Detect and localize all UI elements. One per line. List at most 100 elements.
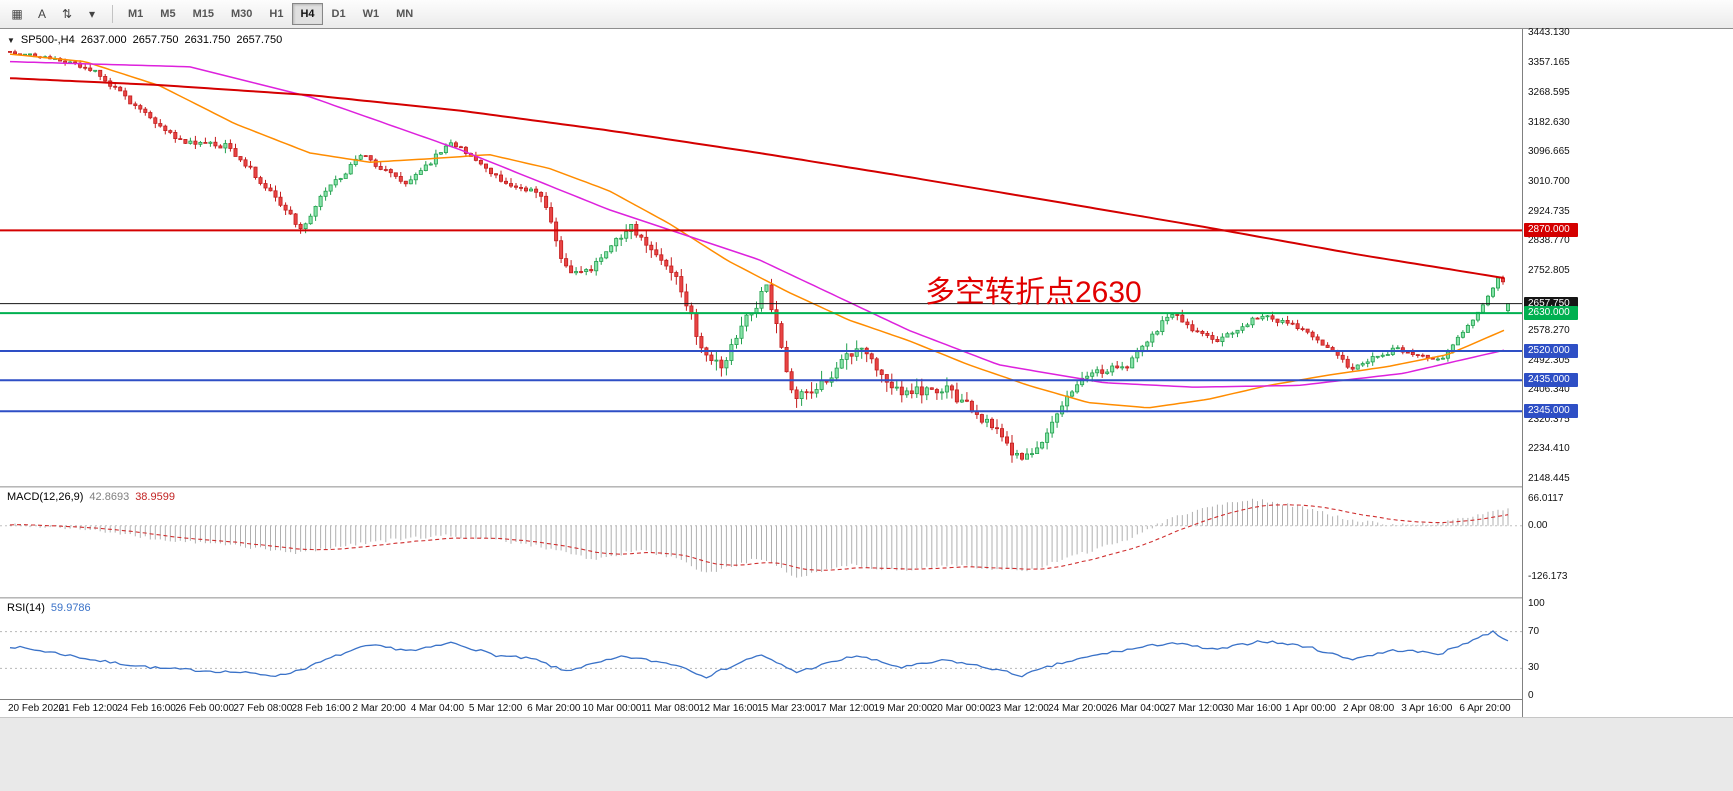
ohlc-low: 2631.750: [184, 34, 231, 46]
text-label-tool-icon[interactable]: A: [30, 3, 54, 25]
ohlc-open: 2637.000: [80, 34, 127, 46]
price-tick-label: 2234.410: [1528, 443, 1570, 455]
rsi-tick-label: 70: [1528, 625, 1540, 637]
pane-divider[interactable]: [0, 597, 1522, 599]
time-tick-label: 12 Mar 16:00: [698, 703, 758, 714]
scroll-shift-tool-icon[interactable]: ⇅: [55, 3, 79, 25]
price-tick-label: 2492.305: [1528, 354, 1570, 366]
time-tick-label: 6 Apr 20:00: [1459, 703, 1511, 714]
price-tick-label: 3096.665: [1528, 146, 1570, 158]
macd-signal-line: [9, 504, 1509, 571]
time-tick-label: 3 Apr 16:00: [1401, 703, 1453, 714]
price-tick-label: 3443.130: [1528, 27, 1570, 38]
toolbar-separator: [112, 5, 113, 23]
time-tick-label: 2 Mar 20:00: [352, 703, 406, 714]
time-tick-label: 5 Mar 12:00: [468, 703, 523, 714]
ohlc-close: 2657.750: [236, 34, 283, 46]
price-tick-label: 3010.700: [1528, 175, 1570, 187]
timeframe-button-m5[interactable]: M5: [152, 3, 183, 25]
price-tick-label: 2838.770: [1528, 235, 1570, 247]
timeframe-button-m30[interactable]: M30: [223, 3, 260, 25]
time-tick-label: 15 Mar 23:00: [757, 703, 817, 714]
bottom-filler: [0, 717, 1733, 791]
timeframe-button-h4[interactable]: H4: [292, 3, 323, 25]
time-tick-label: 17 Mar 12:00: [815, 703, 875, 714]
price-tick-label: 2148.445: [1528, 473, 1570, 484]
rsi-name: RSI(14): [7, 602, 45, 614]
timeframe-button-d1[interactable]: D1: [324, 3, 354, 25]
time-tick-label: 19 Mar 20:00: [873, 703, 933, 714]
toolbar-tools: ▦ A ⇅ ▾: [5, 3, 105, 25]
ma-mid-magenta-line: [9, 60, 1505, 388]
rsi-tick-label: 100: [1528, 598, 1545, 609]
price-badge: 2435.000: [1524, 373, 1578, 388]
timeframe-button-mn[interactable]: MN: [388, 3, 421, 25]
time-tick-label: 1 Apr 00:00: [1284, 703, 1336, 714]
time-tick-label: 24 Mar 20:00: [1048, 703, 1108, 714]
tools-dropdown-icon[interactable]: ▾: [80, 3, 104, 25]
time-axis[interactable]: 20 Feb 2020 21 Feb 12:00 24 Feb 16:00 26 Fe…: [0, 699, 1522, 717]
macd-title: MACD(12,26,9) 42.8693 38.9599: [7, 491, 175, 503]
timeframe-button-m1[interactable]: M1: [120, 3, 151, 25]
price-badge: 2870.000: [1524, 223, 1578, 238]
price-tick-label: 2924.735: [1528, 205, 1570, 217]
symbol-period-label: SP500-,H4: [20, 34, 75, 46]
time-tick-label: 26 Mar 04:00: [1106, 703, 1166, 714]
time-tick-label: 20 Feb 2020: [8, 703, 65, 714]
macd-tick-label: 66.0117: [1528, 492, 1564, 504]
price-tick-label: 2406.340: [1528, 384, 1570, 396]
timeframe-group: M1 M5 M15 M30 H1 H4 D1 W1 MN: [120, 3, 422, 25]
price-axis[interactable]: 3443.130 3357.165 3268.595 3182.630 3096.665…: [1522, 27, 1733, 717]
time-tick-label: 20 Mar 00:00: [931, 703, 991, 714]
time-tick-label: 24 Feb 16:00: [116, 703, 176, 714]
rsi-tick-label: 0: [1528, 690, 1534, 701]
rsi-tick-label: 30: [1528, 662, 1540, 674]
time-tick-label: 11 Mar 08:00: [641, 703, 700, 714]
time-tick-label: 30 Mar 16:00: [1222, 703, 1282, 714]
rsi-pane[interactable]: RSI(14) 59.9786: [0, 599, 1522, 699]
time-tick-label: 21 Feb 12:00: [58, 703, 118, 714]
time-tick-label: 2 Apr 08:00: [1343, 703, 1395, 714]
macd-main-value: 42.8693: [89, 491, 130, 503]
macd-tick-label: -126.173: [1528, 570, 1568, 582]
rsi-title: RSI(14) 59.9786: [7, 602, 91, 614]
price-tick-label: 3357.165: [1528, 56, 1570, 68]
macd-name: MACD(12,26,9): [7, 491, 84, 503]
toolbar: ▦ A ⇅ ▾ M1 M5 M15 M30 H1 H4 D1 W1 MN: [0, 0, 1733, 29]
chart-annotation-text[interactable]: 多空转折点2630: [925, 276, 1142, 309]
macd-svg[interactable]: [0, 488, 1522, 597]
macd-pane[interactable]: MACD(12,26,9) 42.8693 38.9599: [0, 488, 1522, 597]
time-tick-label: 10 Mar 00:00: [582, 703, 642, 714]
price-tick-label: 2752.805: [1528, 264, 1570, 276]
main-chart-pane[interactable]: ▼ SP500-,H4 2637.000 2657.750 2631.750 2…: [0, 29, 1522, 486]
time-tick-label: 6 Mar 20:00: [527, 703, 581, 714]
rsi-value: 59.9786: [50, 602, 91, 614]
price-tick-label: 2578.270: [1528, 324, 1570, 336]
time-tick-label: 27 Mar 12:00: [1164, 703, 1224, 714]
ma-fast-orange-line: [9, 53, 1505, 409]
timeframe-button-w1[interactable]: W1: [355, 3, 388, 25]
price-chart-svg[interactable]: [0, 29, 1522, 486]
new-chart-icon[interactable]: ▦: [5, 3, 29, 25]
time-tick-label: 26 Feb 00:00: [175, 703, 235, 714]
macd-signal-value: 38.9599: [135, 491, 175, 503]
pane-divider[interactable]: [0, 486, 1522, 488]
ma-slow-red-line: [9, 77, 1505, 279]
price-tick-label: 2320.375: [1528, 413, 1570, 425]
timeframe-button-h1[interactable]: H1: [261, 3, 291, 25]
rsi-svg[interactable]: [0, 599, 1522, 699]
collapse-arrow-icon[interactable]: ▼: [7, 35, 15, 45]
time-tick-label: 4 Mar 04:00: [410, 703, 465, 714]
time-tick-label: 27 Feb 08:00: [233, 703, 293, 714]
time-tick-label: 28 Feb 16:00: [291, 703, 351, 714]
ohlc-high: 2657.750: [132, 34, 179, 46]
rsi-line: [9, 630, 1509, 679]
timeframe-button-m15[interactable]: M15: [185, 3, 222, 25]
price-tick-label: 3268.595: [1528, 87, 1570, 99]
price-badge: 2630.000: [1524, 306, 1578, 321]
macd-tick-label: 0.00: [1528, 519, 1548, 531]
price-tick-label: 3182.630: [1528, 116, 1570, 128]
price-badge: 2345.000: [1524, 404, 1578, 419]
chart-title: ▼ SP500-,H4 2637.000 2657.750 2631.750 2…: [7, 34, 282, 46]
